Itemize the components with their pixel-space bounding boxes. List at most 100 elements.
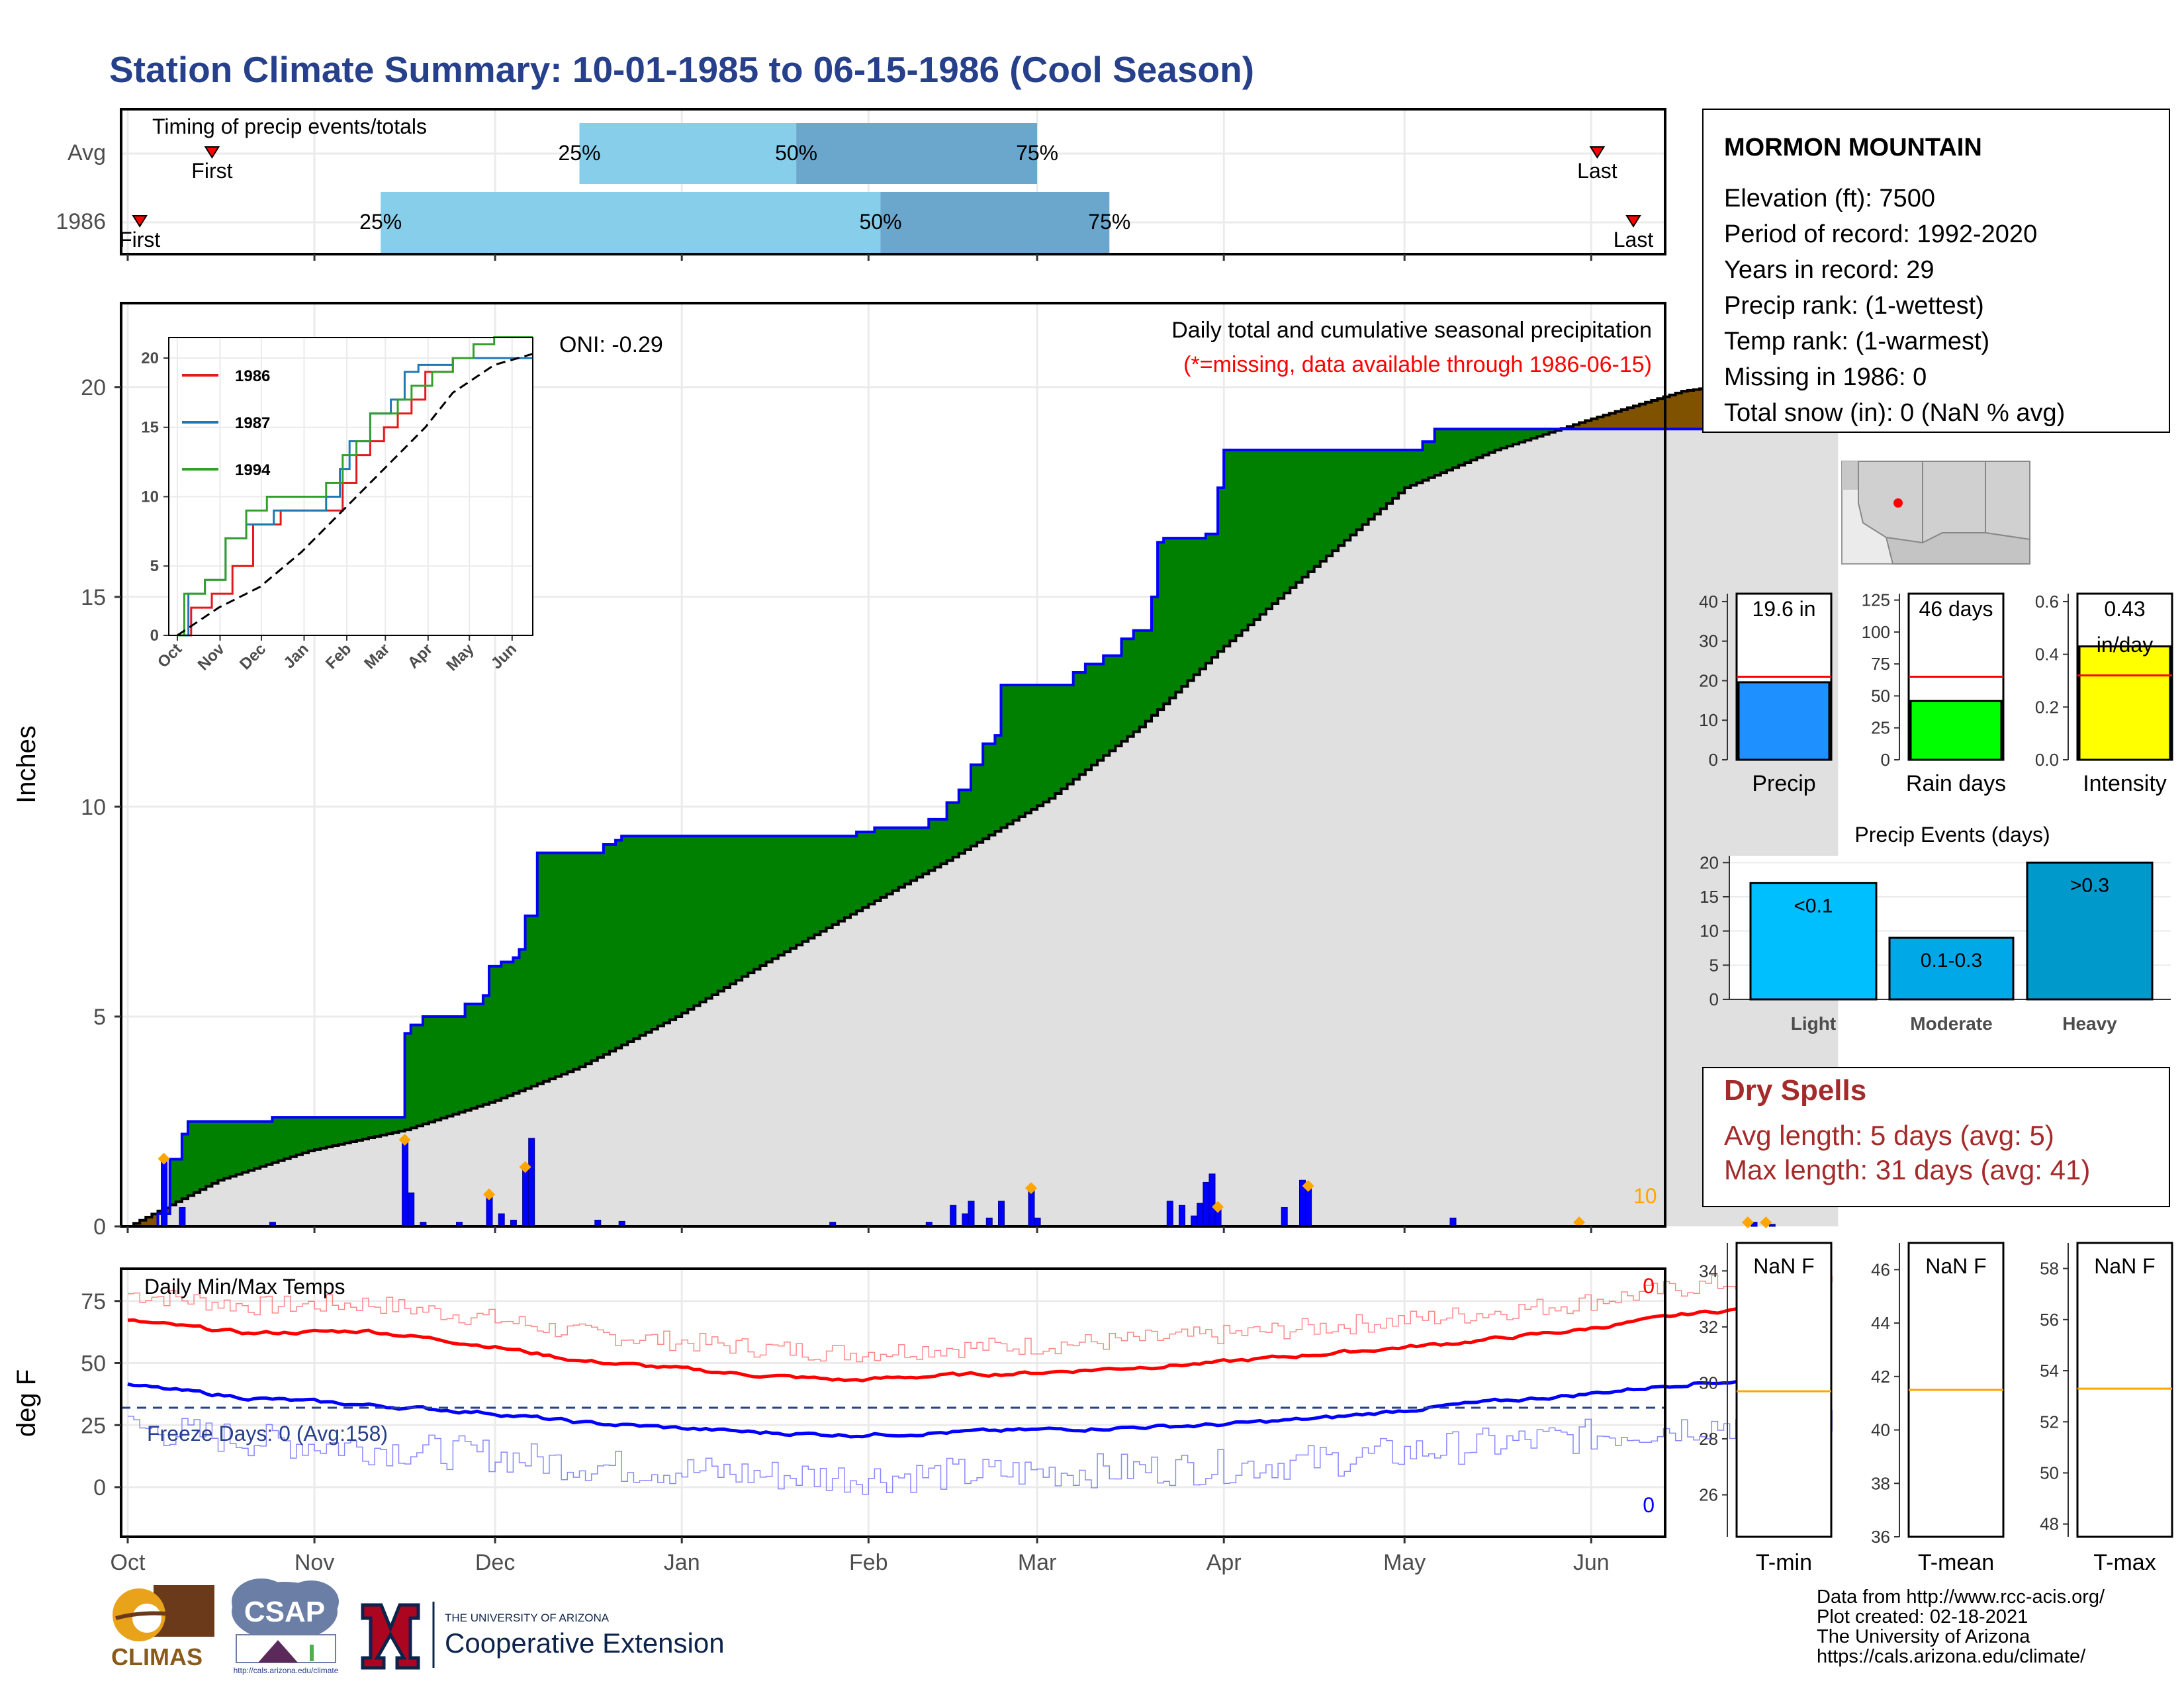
above-avg-band: [1344, 449, 1351, 541]
above-avg-band: [952, 802, 960, 857]
daily-precip-bar: [402, 1142, 409, 1227]
above-avg-band: [1482, 429, 1490, 455]
above-avg-band: [1320, 449, 1327, 561]
mini-bar-tick: 25: [1871, 718, 1890, 738]
summary-bar-charts: 0 10 20 30 40 19.6 in Precip 0 25 50 75 100 125 46 da…: [1699, 590, 2173, 796]
below-avg-band: [1694, 389, 1700, 430]
below-avg-band: [1687, 390, 1694, 430]
above-avg-band: [772, 836, 779, 959]
above-avg-band: [1067, 685, 1074, 784]
above-avg-band: [1097, 664, 1104, 760]
above-avg-band: [381, 1117, 387, 1136]
max-temp-count: 0: [1643, 1274, 1655, 1298]
above-avg-band: [1073, 672, 1080, 780]
temps-y-tick: 25: [81, 1413, 106, 1438]
above-avg-band: [826, 836, 833, 929]
mini-bar-unit: in/day: [2097, 633, 2153, 657]
above-avg-band: [435, 1016, 441, 1120]
daily-precip-bar: [1208, 1173, 1216, 1227]
timing-pct-label: 50%: [859, 210, 901, 234]
mini-bar-chart-intensity: 0.0 0.2 0.4 0.6 0.43 in/day Intensity: [2035, 592, 2173, 796]
above-avg-band: [615, 840, 622, 1048]
above-avg-band: [1253, 449, 1261, 620]
observed-cumulative-line: [128, 402, 1839, 1228]
above-avg-band: [917, 827, 923, 878]
inset-month-label: Jan: [280, 640, 312, 672]
above-avg-band: [1031, 685, 1038, 809]
footer-line-1: Data from http://www.rcc-acis.org/: [1817, 1586, 2105, 1608]
above-avg-band: [465, 1003, 472, 1111]
above-avg-band: [784, 836, 791, 952]
below-avg-band: [1651, 400, 1658, 430]
above-avg-band: [591, 852, 598, 1061]
above-avg-band: [802, 836, 809, 942]
timing-row-1986: 1986: [56, 209, 106, 234]
above-avg-band: [700, 836, 707, 1002]
above-avg-band: [1459, 429, 1465, 465]
month-tick-label: Dec: [475, 1550, 515, 1575]
inset-legend-label: 1994: [235, 461, 271, 479]
daily-precip-bar: [998, 1201, 1005, 1227]
above-avg-band: [929, 819, 935, 871]
precip-y-tick: 20: [81, 375, 106, 400]
daily-precip-bar: [962, 1213, 969, 1227]
ua-big-text: Cooperative Extension: [445, 1627, 725, 1659]
temp-panel-tick: 52: [2040, 1412, 2059, 1432]
events-y-tick: 5: [1709, 955, 1719, 975]
above-avg-band: [1205, 533, 1212, 663]
inset-series-1994: [177, 336, 533, 637]
above-avg-band: [958, 790, 966, 854]
temp-panel-tick: 30: [1699, 1373, 1718, 1393]
above-avg-band: [1007, 685, 1014, 825]
above-avg-band: [1158, 542, 1164, 710]
mini-bar-value: 46 days: [1919, 597, 1993, 621]
above-avg-band: [181, 1134, 189, 1199]
event-bar-moderate: [1888, 937, 2015, 1001]
above-avg-band: [441, 1016, 447, 1119]
above-avg-band: [814, 836, 821, 935]
events-title: Precip Events (days): [1854, 823, 2050, 846]
mini-bar-tick: 40: [1699, 592, 1718, 612]
first-event-label: First: [191, 159, 232, 183]
above-avg-band: [694, 836, 700, 1006]
timing-pct-label: 75%: [1088, 210, 1130, 234]
above-avg-band: [1368, 449, 1375, 520]
temp-panel-tick: 32: [1699, 1317, 1718, 1337]
above-avg-band: [1199, 538, 1206, 669]
above-avg-band: [911, 827, 917, 881]
above-avg-band: [1085, 664, 1092, 770]
above-avg-band: [1024, 685, 1032, 813]
precip-y-tick: 5: [93, 1005, 106, 1030]
above-avg-band: [1477, 429, 1483, 458]
above-avg-band: [1422, 441, 1430, 480]
temps-y-tick: 0: [93, 1475, 106, 1500]
above-avg-band: [1218, 488, 1224, 652]
above-avg-band: [778, 836, 785, 956]
month-tick-label: May: [1383, 1550, 1426, 1575]
daily-precip-bar: [498, 1213, 505, 1227]
dry-spells-box: Dry Spells Avg length: 5 days (avg: 5) M…: [1702, 1067, 2170, 1207]
above-avg-band: [1163, 538, 1170, 704]
above-avg-band: [1187, 538, 1195, 681]
above-avg-band: [760, 836, 767, 966]
temp-panel-tick: 58: [2040, 1259, 2059, 1279]
freeze-days-label: Freeze Days: 0 (Avg:158): [147, 1422, 388, 1445]
missing-data-marker: [1212, 1201, 1224, 1213]
mini-bar: [1737, 681, 1831, 761]
below-avg-band: [1603, 415, 1610, 430]
above-avg-band: [1302, 449, 1309, 577]
inset-y-tick: 10: [141, 488, 159, 506]
above-avg-band: [1374, 449, 1381, 514]
above-avg-band: [1049, 685, 1056, 799]
events-y-tick: 15: [1700, 887, 1719, 907]
mini-bar-tick: 0: [1881, 750, 1890, 770]
above-avg-band: [206, 1121, 212, 1187]
event-bar-heavy: [2026, 861, 2154, 1001]
above-avg-band: [290, 1117, 297, 1157]
daily-precip-bar: [1305, 1188, 1312, 1227]
above-avg-band: [585, 852, 592, 1064]
above-avg-band: [1404, 449, 1411, 488]
precip-events-chart: Precip Events (days) 0 5 10 15 20 <0.1 Light 0.…: [1700, 823, 2171, 1034]
above-avg-band: [682, 836, 688, 1013]
missing-data-marker: [398, 1134, 411, 1146]
